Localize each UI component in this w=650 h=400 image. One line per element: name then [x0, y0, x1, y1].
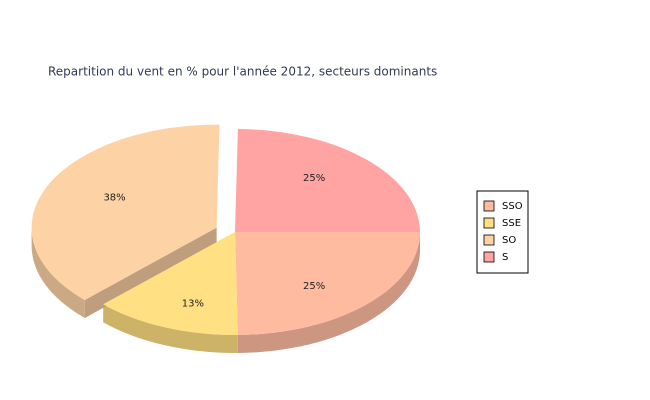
pie-slice-side [103, 304, 238, 354]
data-label: 25% [303, 173, 325, 184]
data-label: 38% [103, 192, 125, 203]
legend-label: SO [502, 235, 516, 246]
legend-label: S [502, 252, 508, 263]
chart-title: Repartition du vent en % pour l'année 20… [48, 65, 437, 79]
pie-slice [103, 232, 238, 336]
pie-slice-side [237, 232, 420, 353]
pie-slice-side [31, 227, 85, 318]
data-label: 25% [303, 281, 325, 292]
data-label: 13% [182, 298, 204, 309]
legend-label: SSE [502, 218, 521, 229]
pie-slice [235, 129, 420, 232]
legend-swatch [483, 251, 495, 263]
pie-slice-face [84, 227, 217, 318]
pie-slice [31, 124, 220, 300]
pie-slice [235, 232, 420, 335]
legend-swatch [483, 200, 495, 212]
legend-label: SSO [502, 201, 523, 212]
legend-swatch [483, 234, 495, 246]
legend-swatch [483, 217, 495, 229]
